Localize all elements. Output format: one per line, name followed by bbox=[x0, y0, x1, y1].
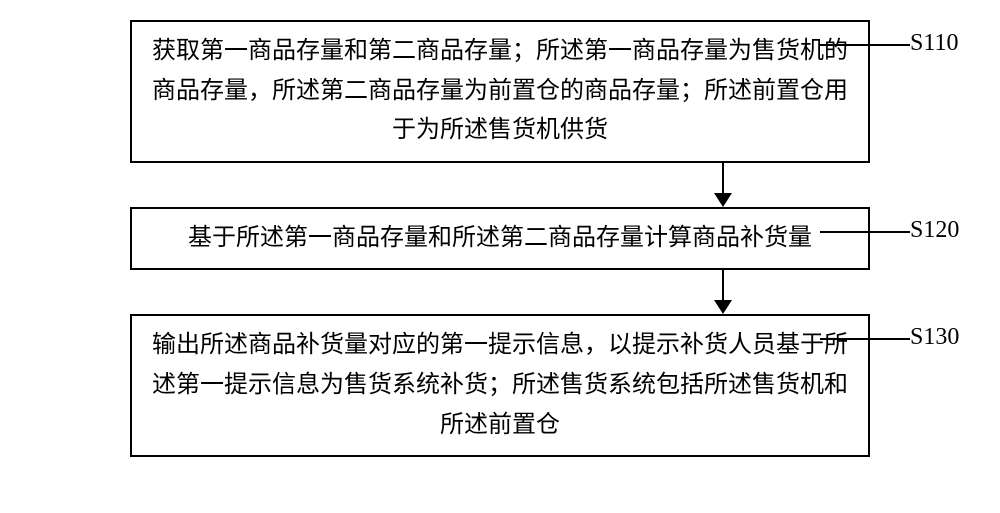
step-box-s130: 输出所述商品补货量对应的第一提示信息，以提示补货人员基于所述第一提示信息为售货系… bbox=[130, 314, 870, 457]
step-label-s110: S110 bbox=[910, 30, 958, 57]
label-connector-s110 bbox=[820, 44, 910, 46]
step-box-s120: 基于所述第一商品存量和所述第二商品存量计算商品补货量 bbox=[130, 207, 870, 271]
step-label-s130: S130 bbox=[910, 324, 959, 351]
label-connector-s130 bbox=[820, 338, 910, 340]
arrow-s120-s130 bbox=[40, 270, 960, 314]
flowchart-container: 获取第一商品存量和第二商品存量；所述第一商品存量为售货机的商品存量，所述第二商品… bbox=[40, 20, 960, 457]
label-connector-s120 bbox=[820, 231, 910, 233]
step-text-s130: 输出所述商品补货量对应的第一提示信息，以提示补货人员基于所述第一提示信息为售货系… bbox=[152, 332, 848, 437]
arrow-s110-s120 bbox=[40, 163, 960, 207]
arrow-down-icon bbox=[708, 163, 738, 207]
step-row-s110: 获取第一商品存量和第二商品存量；所述第一商品存量为售货机的商品存量，所述第二商品… bbox=[40, 20, 960, 163]
step-label-s120: S120 bbox=[910, 217, 959, 244]
step-row-s120: 基于所述第一商品存量和所述第二商品存量计算商品补货量 S120 bbox=[40, 207, 960, 271]
step-box-s110: 获取第一商品存量和第二商品存量；所述第一商品存量为售货机的商品存量，所述第二商品… bbox=[130, 20, 870, 163]
step-row-s130: 输出所述商品补货量对应的第一提示信息，以提示补货人员基于所述第一提示信息为售货系… bbox=[40, 314, 960, 457]
step-text-s120: 基于所述第一商品存量和所述第二商品存量计算商品补货量 bbox=[188, 225, 812, 251]
step-text-s110: 获取第一商品存量和第二商品存量；所述第一商品存量为售货机的商品存量，所述第二商品… bbox=[152, 38, 848, 143]
arrow-down-icon bbox=[708, 270, 738, 314]
